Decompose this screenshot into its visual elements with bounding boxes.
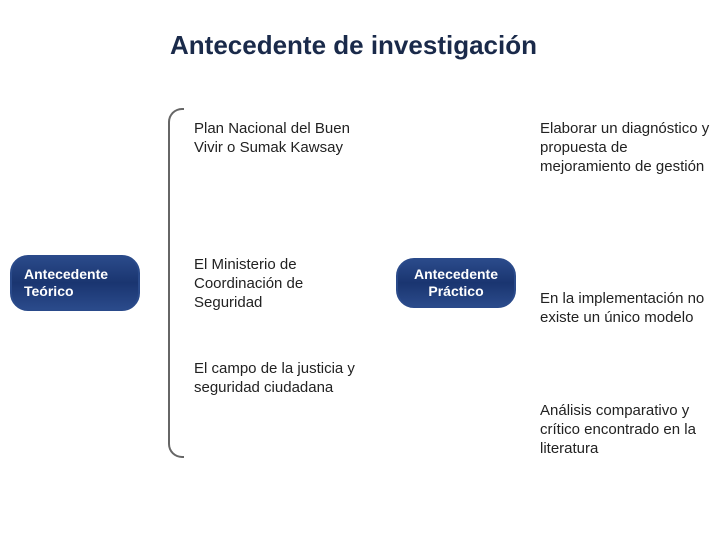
pill-antecedente-teorico: Antecedente Teórico xyxy=(10,255,140,311)
right-item-3: Análisis comparativo y crítico encontrad… xyxy=(540,402,710,458)
page-title: Antecedente de investigación xyxy=(170,30,537,61)
right-item-2: En la implementación no existe un único … xyxy=(540,290,710,328)
mid-item-2: El Ministerio de Coordinación de Segurid… xyxy=(194,256,364,312)
right-item-1: Elaborar un diagnóstico y propuesta de m… xyxy=(540,120,710,176)
bracket-left xyxy=(168,108,184,458)
mid-item-3: El campo de la justicia y seguridad ciud… xyxy=(194,360,364,398)
pill-antecedente-practico: Antecedente Práctico xyxy=(396,258,516,308)
pill-right-label: Antecedente Práctico xyxy=(410,266,502,300)
mid-item-1: Plan Nacional del Buen Vivir o Sumak Kaw… xyxy=(194,120,364,158)
pill-left-label: Antecedente Teórico xyxy=(24,266,126,300)
